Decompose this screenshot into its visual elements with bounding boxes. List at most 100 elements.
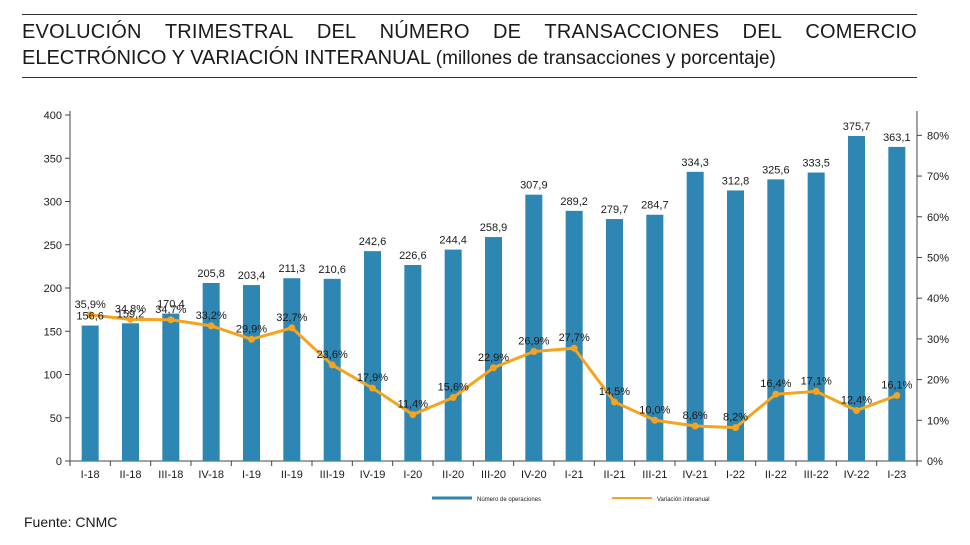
line-value-label: 32,7% — [276, 312, 307, 324]
title-word: DEL — [742, 21, 783, 43]
x-tick-label: IV-21 — [682, 469, 708, 481]
source-note: Fuente: CNMC — [24, 514, 118, 530]
x-tick-label: III-19 — [320, 469, 345, 481]
bar — [485, 237, 502, 461]
bar — [767, 179, 785, 461]
x-tick-label: IV-18 — [198, 469, 224, 481]
left-y-tick-label: 0 — [56, 456, 62, 468]
title-word: TRIMESTRAL — [164, 21, 294, 43]
bar-value-label: 203,4 — [238, 270, 266, 282]
line-point — [611, 398, 618, 406]
bar-value-label: 159,2 — [117, 308, 145, 320]
x-tick-label: II-21 — [603, 469, 625, 481]
line-value-label: 34,8% — [115, 303, 146, 315]
bar-value-label: 325,6 — [762, 164, 790, 176]
bar-value-label: 211,3 — [278, 263, 305, 275]
bar — [525, 194, 543, 461]
title-subtitle: (millones de transacciones y porcentaje) — [435, 48, 776, 69]
left-y-tick-label: 400 — [44, 110, 62, 122]
x-tick-label: III-20 — [481, 469, 506, 481]
title-word: DEL — [316, 21, 357, 43]
legend-bars-label: Número de operaciones — [477, 497, 541, 503]
line-point — [812, 387, 820, 395]
right-y-tick-label: 60% — [927, 212, 949, 224]
line-value-label: 27,7% — [559, 332, 590, 344]
line-value-label: 16,1% — [881, 379, 912, 391]
bar — [404, 264, 422, 461]
right-y-tick-label: 0% — [927, 456, 943, 468]
line-point — [853, 407, 860, 415]
line-point — [570, 344, 578, 352]
bar-value-label: 363,1 — [883, 132, 911, 144]
bar-value-label: 375,7 — [843, 121, 871, 133]
line-value-label: 35,9% — [75, 299, 106, 311]
title-word: TRANSACCIONES — [544, 21, 720, 43]
left-y-tick-label: 50 — [50, 413, 62, 425]
bar-value-label: 242,6 — [359, 236, 387, 248]
left-y-tick-label: 100 — [44, 370, 62, 382]
bar — [646, 214, 664, 461]
line-point — [530, 348, 538, 356]
bar-value-label: 312,8 — [722, 175, 750, 187]
bar-value-label: 333,5 — [802, 158, 830, 170]
line-point — [651, 416, 659, 424]
bar — [444, 249, 462, 461]
line-point — [691, 422, 699, 430]
x-tick-label: II-18 — [119, 469, 141, 481]
line-value-label: 16,4% — [760, 378, 791, 390]
line-value-label: 8,2% — [723, 412, 748, 424]
x-tick-label: IV-19 — [360, 469, 386, 481]
line-point — [248, 335, 255, 343]
line-point — [732, 424, 739, 432]
bar-value-label: 279,7 — [601, 204, 629, 216]
line-value-label: 10,0% — [639, 404, 670, 416]
x-tick-label: III-22 — [804, 469, 829, 481]
x-tick-label: II-19 — [281, 469, 303, 481]
line-point — [207, 322, 215, 330]
left-y-tick-label: 150 — [44, 326, 62, 338]
bar-value-label: 205,8 — [197, 268, 225, 280]
bar-value-label: 334,3 — [681, 157, 709, 169]
title-main: ELECTRÓNICO Y VARIACIÓN INTERANUAL — [22, 47, 431, 69]
title-word: COMERCIO — [805, 21, 917, 43]
x-tick-label: I-23 — [887, 469, 906, 481]
x-tick-label: II-22 — [765, 469, 787, 481]
right-y-tick-label: 50% — [927, 252, 949, 264]
left-y-tick-label: 200 — [44, 283, 62, 295]
line-point — [328, 361, 336, 369]
left-y-tick-label: 300 — [44, 197, 62, 209]
line-value-label: 17,1% — [801, 375, 832, 387]
bar — [606, 219, 623, 461]
line-point — [409, 411, 417, 419]
right-y-tick-label: 10% — [927, 415, 949, 427]
line-value-label: 33,2% — [196, 310, 227, 322]
legend-line-label: Variación interanual — [657, 497, 710, 503]
bar — [81, 325, 99, 461]
bar — [323, 278, 341, 461]
bar — [283, 278, 301, 461]
bar-value-label: 226,6 — [399, 250, 427, 262]
bar — [888, 146, 906, 461]
line-value-label: 34,7% — [155, 304, 186, 316]
x-tick-label: III-18 — [158, 469, 183, 481]
x-tick-label: IV-22 — [844, 469, 870, 481]
title-line-1: EVOLUCIÓN TRIMESTRAL DEL NÚMERO DE TRANS… — [22, 19, 917, 45]
x-tick-label: IV-20 — [521, 469, 547, 481]
combo-chart: 0 50 100 150 200 250 300 350 400 0% 10% 20% 30% 40% 50… — [44, 110, 950, 503]
x-tick-label: I-19 — [242, 469, 261, 481]
line-point — [167, 316, 175, 324]
bar-value-label: 258,9 — [480, 222, 508, 234]
bar-value-label: 170,4 — [157, 299, 185, 311]
bar-value-label: 156,6 — [76, 311, 104, 323]
x-tick-label: I-21 — [565, 469, 584, 481]
line-point — [288, 324, 296, 332]
title-word: NÚMERO — [379, 21, 470, 43]
bar-value-label: 307,9 — [520, 180, 548, 192]
bar — [122, 323, 139, 461]
x-tick-label: III-21 — [642, 469, 667, 481]
bar — [243, 285, 260, 461]
title-line-2: ELECTRÓNICO Y VARIACIÓN INTERANUAL (mill… — [22, 45, 917, 72]
line-value-label: 11,4% — [398, 399, 429, 411]
bar-value-label: 210,6 — [318, 264, 346, 276]
right-y-tick-label: 80% — [927, 130, 949, 142]
